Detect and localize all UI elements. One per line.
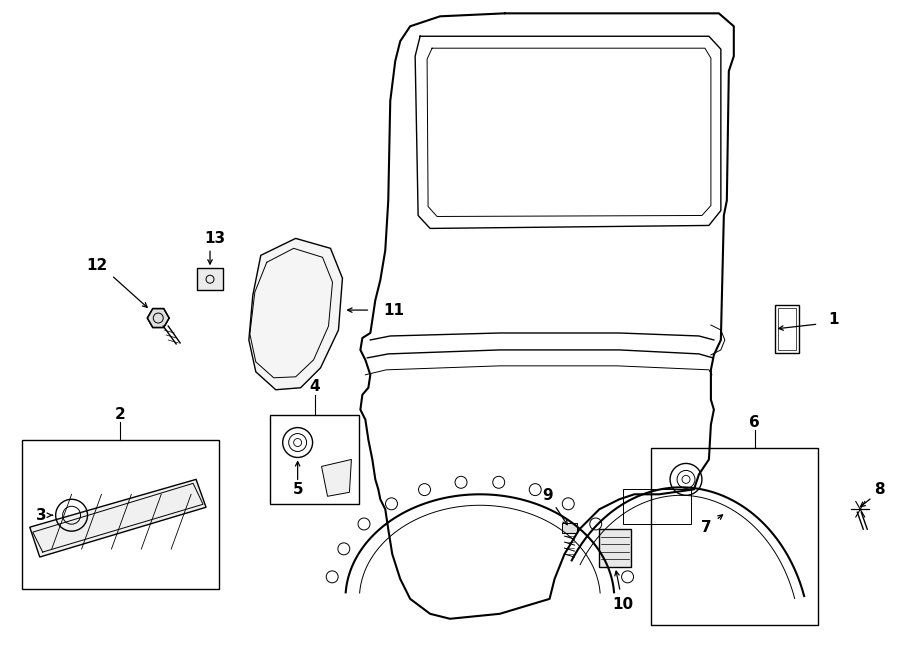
Text: 3: 3: [36, 508, 47, 523]
Polygon shape: [321, 459, 351, 496]
Polygon shape: [562, 524, 578, 533]
Bar: [270, 414, 359, 504]
Polygon shape: [30, 479, 206, 557]
Text: 5: 5: [292, 482, 303, 497]
Bar: [778, 308, 796, 350]
Text: 7: 7: [700, 520, 711, 535]
Polygon shape: [148, 309, 169, 328]
Text: 9: 9: [543, 488, 553, 503]
Text: 10: 10: [613, 598, 634, 612]
Text: 13: 13: [204, 231, 226, 246]
Text: 2: 2: [115, 407, 126, 422]
Text: 6: 6: [750, 415, 760, 430]
Text: 8: 8: [874, 482, 885, 497]
Bar: [775, 305, 798, 353]
Bar: [652, 447, 818, 625]
Polygon shape: [599, 529, 631, 567]
Text: 12: 12: [86, 258, 107, 273]
Text: 1: 1: [828, 311, 839, 327]
Bar: [624, 489, 691, 524]
Bar: [22, 440, 219, 589]
Text: 11: 11: [383, 303, 404, 317]
Text: 4: 4: [310, 379, 320, 394]
Polygon shape: [197, 268, 223, 290]
Polygon shape: [248, 239, 343, 390]
